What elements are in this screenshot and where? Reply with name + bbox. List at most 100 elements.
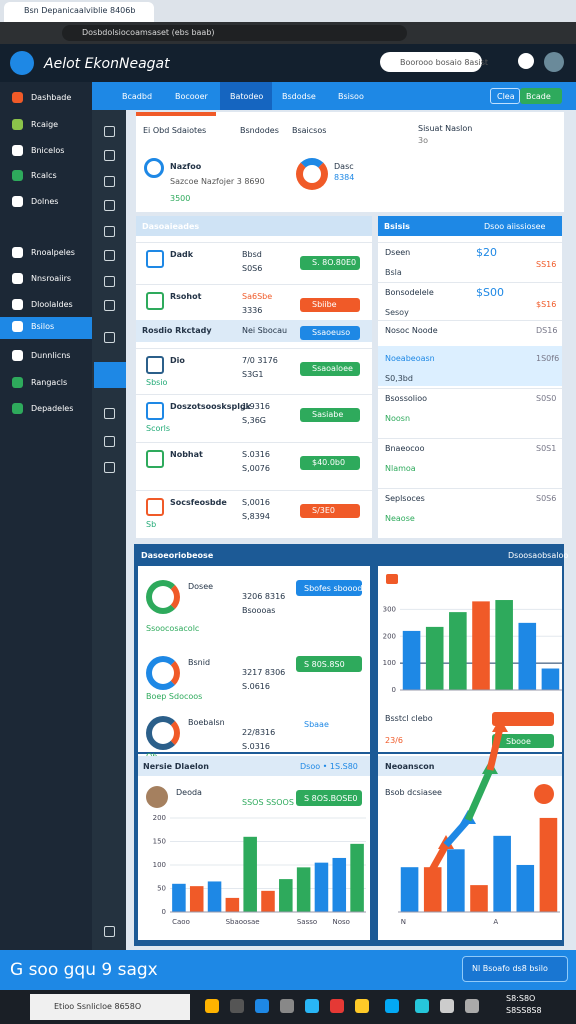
browser-tab[interactable]	[4, 2, 154, 22]
nav-button-label: Clea	[497, 92, 515, 101]
tool-icon[interactable]	[104, 150, 115, 161]
row-badge[interactable]	[300, 298, 360, 312]
taskbar-icon[interactable]	[205, 999, 219, 1013]
row-badge[interactable]	[492, 712, 554, 726]
sidebar-item[interactable]: Rcaige	[31, 120, 59, 129]
taskbar-icon[interactable]	[230, 999, 244, 1013]
sidebar-item[interactable]: Rcalcs	[31, 171, 57, 180]
sidebar-icon	[12, 170, 23, 181]
row-name: Nosoc Noode	[385, 326, 438, 335]
row-divider	[378, 488, 562, 489]
row-badge[interactable]	[296, 580, 362, 596]
nav-button[interactable]	[520, 88, 562, 104]
row-name: Bonsodelele	[385, 288, 434, 297]
row-divider	[136, 490, 372, 491]
tool-icon[interactable]	[104, 126, 115, 137]
tool-icon[interactable]	[104, 176, 115, 187]
taskbar-icon[interactable]	[415, 999, 429, 1013]
row-divider	[136, 284, 372, 285]
tool-icon[interactable]	[104, 300, 115, 311]
sidebar-item[interactable]: Dunnlicns	[31, 351, 71, 360]
taskbar-icon[interactable]	[465, 999, 479, 1013]
donut	[296, 158, 328, 190]
nav-tab[interactable]: Bcadbd	[122, 92, 153, 101]
row-value2: S0S0	[536, 394, 557, 403]
section-title: Dasoeoriobeose	[141, 551, 214, 560]
sidebar-icon	[12, 403, 23, 414]
nav-tab[interactable]: Bsisoo	[338, 92, 364, 101]
tool-icon[interactable]	[104, 250, 115, 261]
taskbar-icon[interactable]	[330, 999, 344, 1013]
row-badge[interactable]	[296, 716, 362, 732]
donut-icon	[146, 716, 180, 750]
row-value2: S0S6	[242, 264, 263, 273]
icon-button[interactable]	[518, 53, 534, 69]
row-sub: S0,3bd	[385, 374, 413, 383]
avatar[interactable]	[544, 52, 564, 72]
sidebar-item[interactable]: Dashbade	[31, 93, 72, 102]
tool-icon[interactable]	[104, 200, 115, 211]
nav-tab[interactable]: Bocooer	[175, 92, 208, 101]
taskbar-search[interactable]	[30, 994, 190, 1020]
tool-icon[interactable]	[104, 462, 115, 473]
sidebar-item[interactable]: Bsilos	[31, 322, 55, 331]
nav-button[interactable]	[490, 88, 520, 104]
sidebar-item[interactable]: Bnicelos	[31, 146, 65, 155]
nav-button-label: Bcade	[526, 92, 551, 101]
taskbar-icon[interactable]	[255, 999, 269, 1013]
tool-icon[interactable]	[104, 926, 115, 937]
sidebar-item-active[interactable]	[0, 317, 92, 339]
row-badge-label: S/3E0	[312, 506, 336, 515]
sidebar-item[interactable]: Nnsroaiirs	[31, 274, 72, 283]
sidebar-item[interactable]: Depadeles	[31, 404, 74, 413]
app-logo: Aelot EkonNeagat	[44, 56, 170, 72]
row-badge[interactable]	[492, 734, 554, 748]
row-sub: Sbsio	[146, 378, 168, 387]
search-box[interactable]	[380, 52, 482, 72]
sidebar-item[interactable]: Dloolaldes	[31, 300, 73, 309]
row-value: 22/8316	[242, 728, 276, 737]
sidebar-item[interactable]: Rangacls	[31, 378, 68, 387]
banner-button-label: Nl Bsoafo ds8 bsilo	[472, 964, 548, 973]
tool-icon[interactable]	[104, 276, 115, 287]
row-badge-label: Sbofes sbooode	[304, 584, 368, 593]
sidebar-icon	[12, 377, 23, 388]
row-value2: S,36G	[242, 416, 266, 425]
taskbar-icon[interactable]	[305, 999, 319, 1013]
row-badge[interactable]	[300, 256, 360, 270]
sidebar-item[interactable]: Rnoalpeles	[31, 248, 75, 257]
row-name: Dseen	[385, 248, 411, 257]
sidebar-icon	[12, 92, 23, 103]
taskbar-icon[interactable]	[280, 999, 294, 1013]
tool-icon[interactable]	[104, 436, 115, 447]
tool-icon[interactable]	[104, 332, 115, 343]
url-field[interactable]	[62, 25, 407, 41]
row-badge-label: Sbiibe	[312, 300, 337, 309]
tool-icon[interactable]	[104, 226, 115, 237]
sidebar-icon	[12, 273, 23, 284]
section-subtitle: Dsoosaobsaloo	[508, 551, 569, 560]
nav-bar	[92, 82, 576, 110]
taskbar-icon[interactable]	[385, 999, 399, 1013]
row-badge[interactable]	[300, 504, 360, 518]
row-badge[interactable]	[300, 408, 360, 422]
row-badge[interactable]	[296, 790, 362, 806]
taskbar-icon[interactable]	[440, 999, 454, 1013]
row-value2: 3336	[242, 306, 263, 315]
row-name: Rsohot	[170, 292, 202, 301]
nav-tab[interactable]: Bsdodse	[282, 92, 316, 101]
row-badge[interactable]	[300, 362, 360, 376]
sidebar-item[interactable]: Dolnes	[31, 197, 59, 206]
row-badge[interactable]	[296, 656, 362, 672]
nav-tab[interactable]: Batodeo	[230, 92, 264, 101]
tool-icon[interactable]	[104, 408, 115, 419]
taskbar-icon[interactable]	[355, 999, 369, 1013]
row-badge[interactable]	[300, 456, 360, 470]
card-value: 3500	[170, 194, 191, 203]
banner-button[interactable]	[462, 956, 568, 982]
summary-header: Bsndodes	[240, 126, 279, 135]
row-badge[interactable]	[300, 326, 360, 340]
row-value: Sa6Sbe	[242, 292, 273, 301]
card-title: Neoanscon	[385, 762, 435, 771]
summary-header: Bsaicsos	[292, 126, 327, 135]
